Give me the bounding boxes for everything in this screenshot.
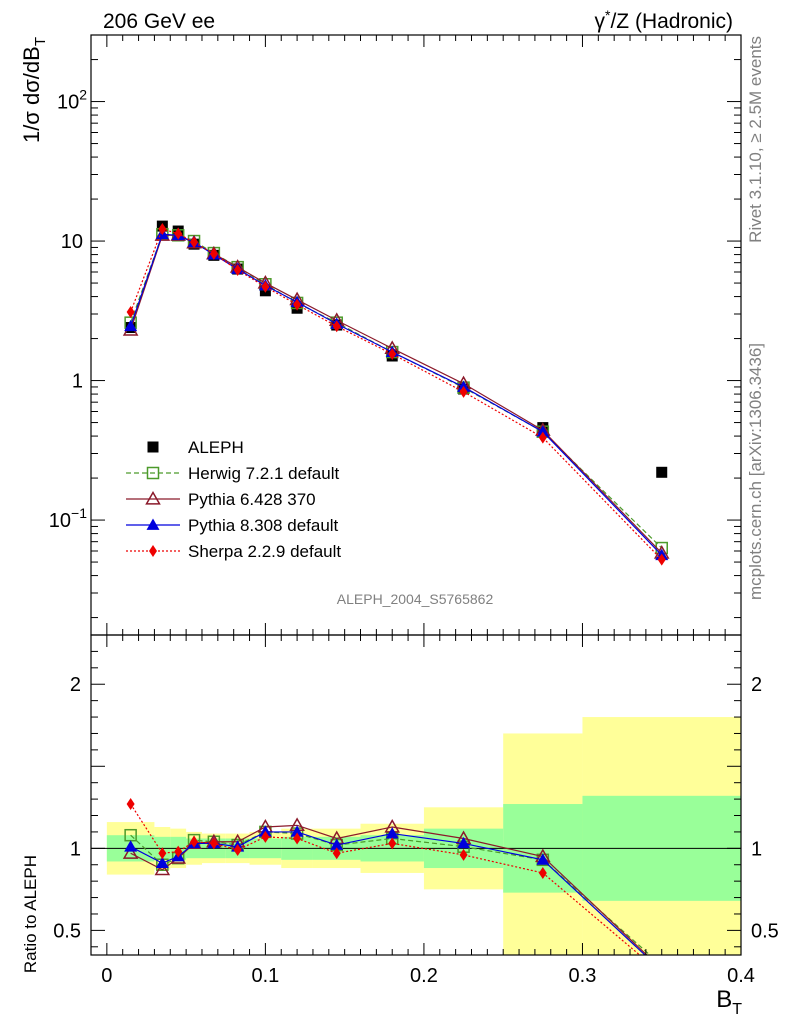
main-panel-series bbox=[122, 220, 670, 566]
ratio-panel-frame bbox=[90, 634, 742, 956]
y-tick-label-ratio-right-2: 2 bbox=[751, 674, 762, 696]
y-tick-label-ratio-right-1: 1 bbox=[751, 838, 762, 860]
header-left-title: 206 GeV ee bbox=[103, 10, 215, 33]
legend: ALEPH Herwig 7.2.1 default Pythia 6.428 37… bbox=[126, 438, 341, 561]
y-tick-label-ratio-right-0: 0.5 bbox=[751, 920, 779, 942]
main-point-pythia8-11 bbox=[536, 425, 550, 437]
ratio-point-sherpa-7 bbox=[293, 832, 302, 845]
analysis-id-label: ALEPH_2004_S5765862 bbox=[337, 591, 494, 607]
y-tick-label-main-0: 102 bbox=[57, 87, 87, 114]
ratio-point-sherpa-1 bbox=[158, 847, 167, 860]
main-point-sherpa-3 bbox=[190, 236, 199, 249]
main-point-data-12 bbox=[656, 466, 668, 478]
main-point-pythia8-0 bbox=[124, 319, 138, 332]
x-axis-label: BT bbox=[716, 986, 742, 1018]
ratio-uncertainty-bands bbox=[106, 717, 741, 955]
main-point-sherpa-4 bbox=[209, 247, 218, 260]
ratio-point-pythia8-9 bbox=[385, 827, 399, 839]
y-tick-label-main-2: 1 bbox=[72, 371, 83, 393]
header-right-title: γ*/Z (Hadronic) bbox=[595, 7, 733, 33]
ratio-point-sherpa-8 bbox=[332, 847, 341, 860]
ratio-point-sherpa-12 bbox=[658, 968, 666, 980]
legend-marker-pythia8 bbox=[146, 518, 160, 530]
main-line-sherpa bbox=[130, 228, 663, 561]
legend-marker-herwig bbox=[146, 466, 160, 480]
y-tick-label-ratio-left-1: 1 bbox=[70, 838, 81, 860]
ratio-point-sherpa-2 bbox=[174, 845, 183, 858]
legend-label-pythia8: Pythia 8.308 default bbox=[188, 516, 339, 535]
main-point-sherpa-11 bbox=[538, 431, 547, 444]
rivet-version-label: Rivet 3.1.10, ≥ 2.5M events bbox=[746, 36, 765, 243]
ratio-series-sherpa bbox=[126, 798, 666, 980]
legend-label-sherpa: Sherpa 2.2.9 default bbox=[188, 542, 341, 561]
legend-label-data: ALEPH bbox=[188, 438, 244, 457]
ratio-point-pythia6-12 bbox=[655, 963, 668, 974]
y-tick-label-main-1: 10 bbox=[61, 231, 83, 253]
x-tick-label-4: 0.4 bbox=[727, 965, 755, 987]
main-point-sherpa-12 bbox=[657, 553, 666, 566]
main-point-sherpa-7 bbox=[293, 298, 302, 311]
main-series-sherpa bbox=[126, 223, 666, 566]
main-point-sherpa-0 bbox=[126, 306, 135, 319]
ratio-point-herwig-12 bbox=[656, 960, 667, 971]
ratio-point-sherpa-4 bbox=[209, 837, 218, 850]
ratio-point-sherpa-0 bbox=[126, 798, 135, 811]
x-tick-label-3: 0.3 bbox=[569, 965, 597, 987]
ratio-point-pythia6-0 bbox=[122, 845, 139, 859]
ratio-point-pythia8-0 bbox=[124, 840, 138, 852]
main-y-axis-label: 1/σ dσ/dBT bbox=[19, 37, 49, 143]
main-series-pythia8 bbox=[124, 227, 669, 561]
ratio-point-pythia8-10 bbox=[457, 836, 471, 849]
main-point-sherpa-6 bbox=[261, 280, 270, 293]
ratio-point-sherpa-5 bbox=[233, 843, 242, 856]
legend-marker-data bbox=[147, 441, 159, 453]
axis-ticks bbox=[91, 34, 742, 955]
ratio-panel-series bbox=[122, 798, 668, 980]
y-tick-label-ratio-left-2: 2 bbox=[70, 674, 81, 696]
ratio-point-pythia8-8 bbox=[330, 838, 344, 850]
main-point-sherpa-2 bbox=[174, 227, 183, 240]
ratio-point-pythia8-7 bbox=[290, 825, 304, 837]
x-tick-label-0: 0 bbox=[101, 965, 112, 987]
legend-entry-pythia6: Pythia 6.428 370 bbox=[126, 490, 316, 509]
ratio-point-pythia8-12 bbox=[655, 964, 668, 975]
legend-label-herwig: Herwig 7.2.1 default bbox=[188, 464, 339, 483]
legend-entry-data: ALEPH bbox=[147, 438, 244, 457]
ratio-point-pythia8-11 bbox=[536, 853, 550, 865]
x-tick-label-2: 0.2 bbox=[410, 965, 438, 987]
y-tick-label-main-3: 10−1 bbox=[49, 505, 87, 532]
legend-marker-pythia6 bbox=[145, 490, 161, 505]
legend-entry-herwig: Herwig 7.2.1 default bbox=[126, 464, 339, 483]
legend-marker-sherpa bbox=[149, 545, 157, 557]
main-point-sherpa-10 bbox=[459, 385, 468, 398]
ratio-point-pythia6-1 bbox=[154, 861, 171, 876]
main-point-sherpa-8 bbox=[332, 320, 341, 333]
mcplots-label: mcplots.cern.ch [arXiv:1306.3436] bbox=[746, 343, 765, 600]
ratio-point-sherpa-11 bbox=[538, 866, 547, 879]
main-point-sherpa-1 bbox=[158, 223, 167, 236]
ratio-point-sherpa-10 bbox=[459, 848, 468, 861]
main-point-sherpa-5 bbox=[233, 264, 242, 277]
ratio-y-axis-label: Ratio to ALEPH bbox=[21, 855, 40, 973]
legend-entry-sherpa: Sherpa 2.2.9 default bbox=[126, 542, 341, 561]
ratio-point-pythia8-1 bbox=[155, 856, 169, 868]
ratio-point-sherpa-6 bbox=[261, 830, 270, 843]
y-tick-label-ratio-left-0: 0.5 bbox=[53, 920, 81, 942]
main-point-sherpa-9 bbox=[388, 348, 397, 361]
axis-tick-labels: 0 0.1 0.2 0.3 0.4 102 10 1 10−1 0.5 0.5 1 1 2 2 bbox=[49, 87, 779, 987]
legend-entry-pythia8: Pythia 8.308 default bbox=[126, 516, 339, 535]
legend-label-pythia6: Pythia 6.428 370 bbox=[188, 490, 316, 509]
ratio-point-sherpa-3 bbox=[190, 835, 199, 848]
ratio-point-sherpa-9 bbox=[388, 837, 397, 850]
x-tick-label-1: 0.1 bbox=[251, 965, 279, 987]
